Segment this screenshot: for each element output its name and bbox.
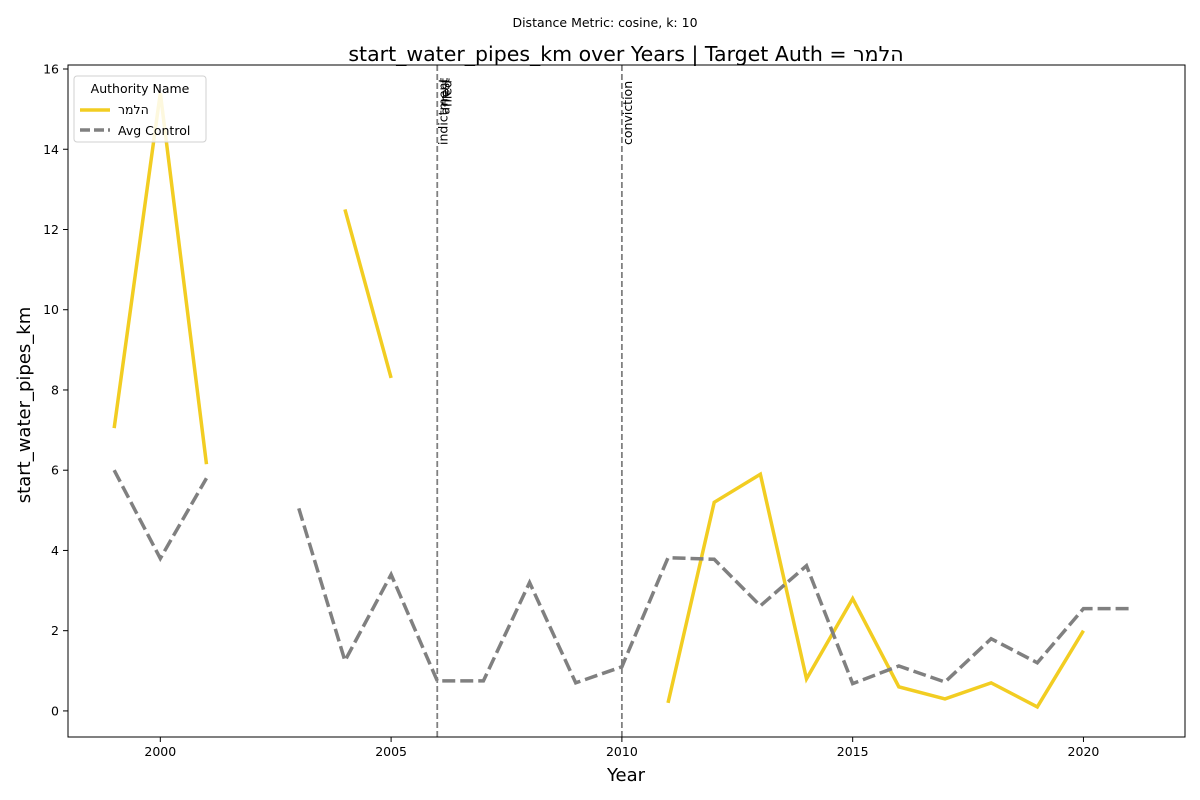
plot-frame (67, 64, 1186, 738)
y-tick-label: 14 (43, 142, 59, 157)
y-tick-label: 8 (51, 382, 59, 397)
avg-control-line (297, 507, 1130, 686)
y-tick-label: 0 (51, 703, 59, 718)
chart-title: start_water_pipes_km over Years | Target… (348, 42, 903, 67)
x-tick-label: 2000 (144, 744, 176, 759)
event-label: conviction (620, 81, 635, 145)
event-label: filed (439, 80, 454, 107)
legend: Authority Name הלמר Avg Control (73, 75, 207, 143)
y-tick-label: 4 (51, 543, 59, 558)
target-authority-line (343, 208, 393, 379)
x-tick-label: 2005 (375, 744, 407, 759)
legend-title: Authority Name (91, 81, 190, 96)
y-axis-label: start_water_pipes_km (14, 307, 35, 503)
x-axis-label: Year (606, 765, 646, 786)
event-label: indictment (435, 78, 450, 145)
x-tick-label: 2010 (606, 744, 638, 759)
x-axis-ticks: 2000 2005 2010 2015 2020 (144, 737, 1099, 759)
target-authority-line (666, 471, 1085, 710)
y-tick-label: 2 (51, 623, 59, 638)
y-axis-ticks: 0 2 4 6 8 10 12 14 16 (43, 62, 68, 718)
event-label: arrest (437, 78, 452, 115)
figure-suptitle: Distance Metric: cosine, k: 10 (512, 15, 697, 30)
legend-frame (73, 75, 207, 143)
legend-label-target: הלמר (118, 102, 149, 117)
y-tick-label: 10 (43, 302, 59, 317)
y-tick-label: 12 (43, 222, 59, 237)
x-tick-label: 2015 (837, 744, 869, 759)
legend-label-avg-control: Avg Control (118, 123, 190, 138)
avg-control-line (112, 469, 208, 563)
y-tick-label: 16 (43, 62, 59, 77)
x-tick-label: 2020 (1068, 744, 1100, 759)
y-tick-label: 6 (51, 463, 59, 478)
